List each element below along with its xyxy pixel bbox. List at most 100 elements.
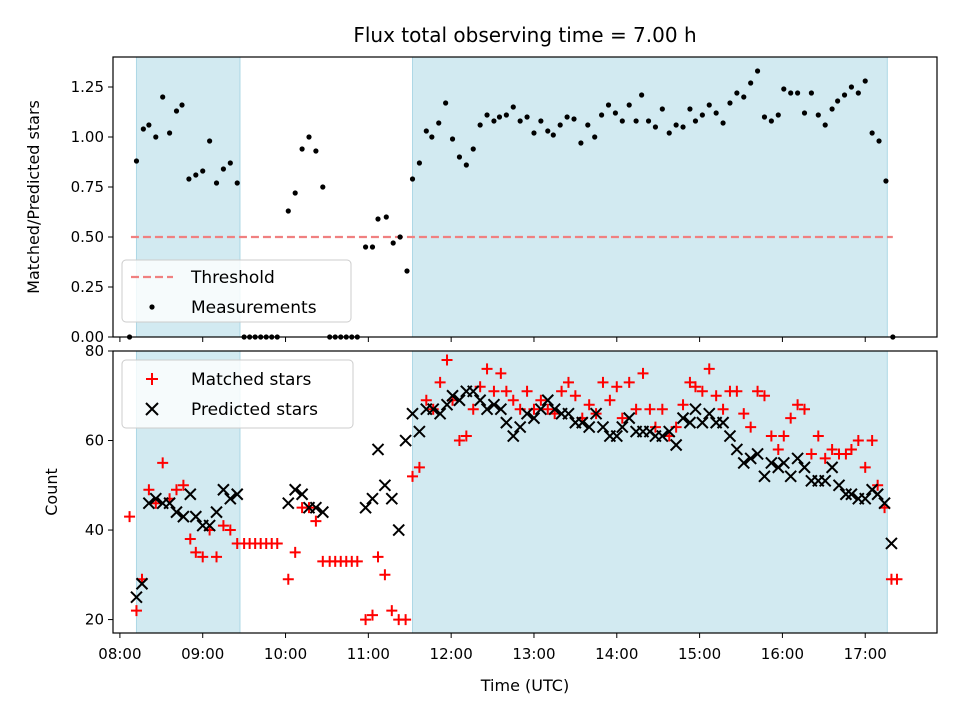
- predicted-star-point: [669, 438, 683, 452]
- measurement-point: [748, 80, 754, 86]
- measurement-point: [835, 98, 841, 104]
- matched-star-point: [778, 430, 790, 442]
- matched-star-point: [798, 403, 810, 415]
- legend-predicted-label: Predicted stars: [191, 400, 318, 420]
- predicted-star-point: [839, 488, 853, 501]
- measurement-point: [801, 110, 808, 116]
- matched-star-point: [562, 376, 574, 388]
- predicted-star-point: [534, 402, 548, 416]
- measurement-point: [299, 146, 305, 152]
- measurement-point: [605, 102, 612, 108]
- measurement-point: [496, 114, 503, 120]
- measurement-point: [510, 104, 516, 110]
- matched-star-point: [507, 394, 519, 406]
- measurement-point: [788, 90, 794, 96]
- predicted-star-point: [737, 456, 750, 470]
- top-y-tick-label: 1.25: [71, 78, 104, 96]
- matched-star-point: [805, 448, 817, 460]
- x-tick-label: 10:00: [264, 645, 307, 663]
- measurement-point: [585, 122, 591, 128]
- measurement-point: [285, 208, 291, 214]
- matched-star-point: [310, 515, 322, 527]
- measurement-point: [848, 84, 855, 90]
- measurement-point: [390, 240, 396, 246]
- measurement-point: [404, 268, 410, 274]
- predicted-star-point: [818, 474, 832, 488]
- predicted-star-point: [224, 492, 237, 505]
- measurement-point: [484, 112, 490, 118]
- predicted-star-point: [610, 429, 623, 443]
- measurement-point: [659, 106, 665, 112]
- legend-matched-swatch: [146, 373, 158, 385]
- matched-star-point: [521, 385, 533, 397]
- measurement-point: [166, 130, 173, 136]
- measurement-point: [409, 176, 416, 182]
- matched-star-point: [130, 605, 142, 617]
- measurement-point: [855, 90, 861, 96]
- predicted-star-point: [288, 483, 302, 496]
- predicted-star-point: [871, 488, 884, 501]
- top-y-tick-label: 0.50: [71, 228, 104, 246]
- matched-star-point: [282, 573, 294, 585]
- measurement-point: [456, 154, 463, 160]
- predicted-star-point: [663, 425, 676, 438]
- x-tick-label: 11:00: [347, 645, 390, 663]
- measurement-point: [761, 114, 768, 120]
- predicted-star-point: [371, 443, 385, 456]
- predicted-star-point: [413, 425, 426, 438]
- matched-star-point: [386, 605, 398, 617]
- matched-star-point: [500, 385, 512, 397]
- top-panel: 0.00 0.25 0.50 0.75 1.00 1.25 Matched/Predict…: [24, 56, 938, 346]
- predicted-star-point: [798, 461, 811, 474]
- measurement-point: [423, 128, 429, 134]
- x-tick-label: 15:00: [678, 645, 721, 663]
- predicted-star-point: [130, 590, 143, 604]
- measurement-point: [666, 130, 672, 136]
- measurement-point: [227, 160, 233, 166]
- matched-star-point: [845, 443, 857, 455]
- predicted-star-point: [217, 483, 230, 496]
- predicted-star-point: [527, 411, 541, 425]
- matched-star-point: [866, 435, 878, 447]
- matched-star-point: [379, 569, 391, 581]
- predicted-star-point: [210, 505, 223, 519]
- matched-star-point: [400, 614, 412, 626]
- measurement-point: [449, 136, 456, 142]
- matched-star-point: [535, 394, 547, 406]
- matched-star-point: [852, 435, 864, 447]
- measurement-point: [741, 94, 747, 100]
- matched-star-point: [644, 403, 656, 415]
- predicted-star-point: [487, 398, 501, 411]
- matched-star-point: [488, 385, 500, 397]
- measurement-point: [375, 216, 381, 222]
- measurement-point: [673, 122, 679, 128]
- legend-predicted-swatch: [145, 402, 159, 416]
- matched-star-point: [703, 363, 715, 375]
- x-tick-label: 08:00: [98, 645, 141, 663]
- measurement-point: [571, 116, 577, 122]
- matched-star-point: [460, 430, 472, 442]
- matched-star-point: [717, 403, 729, 415]
- predicted-star-point: [616, 420, 629, 434]
- measurement-point: [397, 234, 403, 240]
- measurement-point: [463, 162, 469, 168]
- measurement-point: [829, 106, 835, 112]
- matched-star-point: [792, 399, 804, 411]
- predicted-star-point: [623, 411, 636, 425]
- top-y-tick-label: 1.00: [71, 128, 104, 146]
- x-tick-label: 09:00: [181, 645, 224, 663]
- measurement-point: [727, 100, 733, 106]
- matched-star-point: [623, 376, 635, 388]
- matched-star-point: [157, 457, 169, 469]
- measurement-point: [612, 110, 619, 116]
- x-axis-label: Time (UTC): [480, 676, 569, 695]
- predicted-star-point: [885, 537, 898, 550]
- measurement-point: [234, 180, 240, 186]
- matched-star-point: [819, 452, 831, 464]
- top-y-tick-label: 0.00: [71, 328, 104, 346]
- predicted-star-point: [791, 452, 804, 465]
- measurement-point: [768, 118, 774, 124]
- measurement-point: [578, 140, 584, 146]
- predicted-star-point: [730, 443, 744, 456]
